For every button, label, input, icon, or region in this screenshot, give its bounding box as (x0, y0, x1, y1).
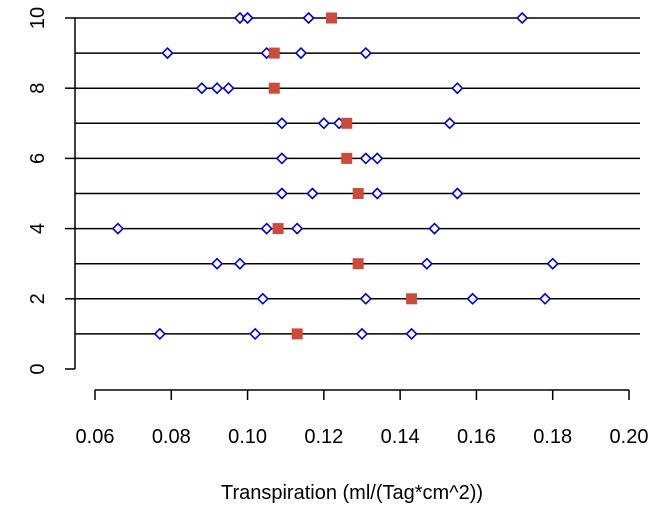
x-tick-label: 0.18 (533, 426, 572, 448)
observation-point (443, 117, 456, 130)
observation-point (233, 257, 247, 270)
observation-point (420, 257, 433, 270)
observation-point (306, 187, 319, 200)
observation-point (291, 222, 304, 235)
y-tick-label: 2 (27, 293, 49, 304)
observation-point (256, 292, 269, 305)
observation-point (275, 152, 289, 165)
y-tick-label: 6 (27, 153, 49, 164)
mean-point (352, 188, 364, 199)
y-tick-label: 4 (27, 223, 49, 234)
observation-point (451, 187, 464, 200)
observation-point (275, 117, 289, 130)
observation-point (210, 257, 224, 270)
observation-point (275, 187, 289, 200)
observation-point (260, 222, 273, 235)
row-lines (75, 17, 640, 335)
x-tick-label: 0.10 (228, 426, 267, 448)
mean-point (352, 258, 364, 270)
observation-point (359, 152, 372, 165)
observation-point (153, 327, 166, 341)
observation-point (111, 222, 125, 235)
x-tick-label: 0.20 (610, 426, 649, 448)
observation-point (466, 292, 479, 305)
x-tick-label: 0.16 (457, 426, 496, 448)
observation-point (161, 46, 174, 60)
observation-point (359, 292, 372, 305)
observation-point (371, 152, 384, 165)
mean-point (272, 223, 284, 235)
mean-point (406, 293, 418, 305)
x-tick-label: 0.08 (152, 426, 191, 448)
y-tick-label: 8 (27, 83, 49, 94)
mean-point (268, 47, 280, 59)
y-axis: 0 2 4 6 8 10 (27, 7, 76, 375)
observation-point (428, 222, 441, 235)
mean-point (291, 328, 303, 340)
observation-point (294, 46, 308, 60)
observation-point (222, 82, 235, 95)
observation-point (451, 82, 464, 95)
observation-point (355, 327, 369, 341)
data-points (111, 11, 559, 341)
observation-point (317, 117, 330, 130)
observation-point (516, 11, 529, 25)
x-tick-label: 0.12 (304, 426, 343, 448)
observation-point (546, 257, 559, 270)
x-tick-label: 0.06 (76, 426, 115, 448)
mean-point (341, 117, 353, 129)
x-axis-title: Transpiration (ml/(Tag*cm^2)) (221, 482, 483, 504)
observation-point (371, 187, 384, 200)
observation-point (405, 327, 418, 341)
observation-point (210, 82, 224, 95)
observation-point (359, 46, 372, 60)
observation-point (241, 11, 254, 25)
mean-point (341, 152, 353, 164)
x-axis: 0.06 0.08 0.10 0.12 0.14 0.16 0.18 0.20 (76, 389, 649, 448)
observation-point (538, 292, 552, 305)
y-tick-label: 10 (27, 7, 49, 29)
mean-point (325, 12, 337, 24)
observation-point (302, 11, 315, 25)
x-tick-label: 0.14 (381, 426, 420, 448)
observation-point (249, 327, 262, 341)
mean-point (268, 82, 280, 94)
y-tick-label: 0 (27, 363, 49, 374)
observation-point (195, 82, 208, 95)
